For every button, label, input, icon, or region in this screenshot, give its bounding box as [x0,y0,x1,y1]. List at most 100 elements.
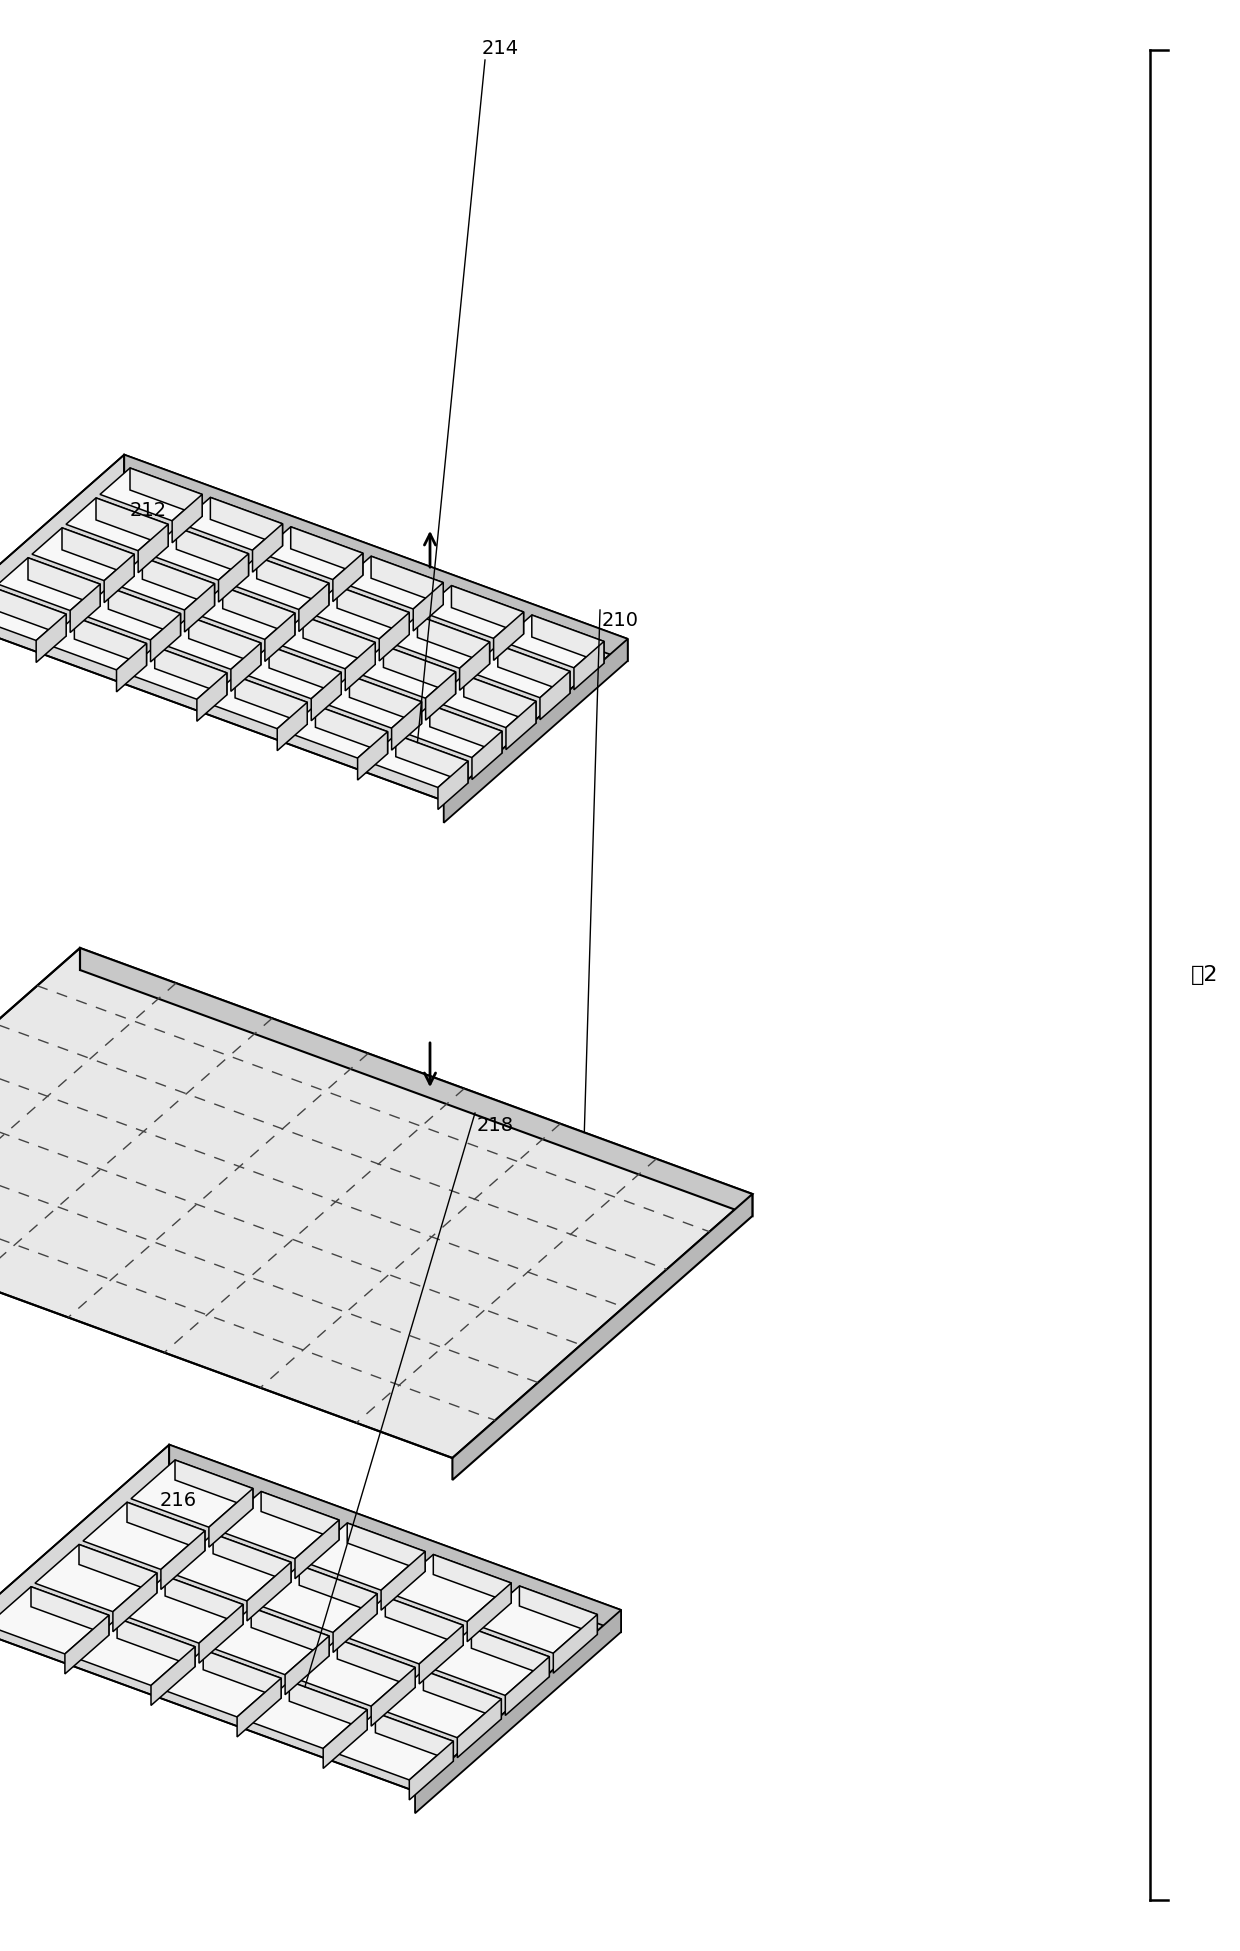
Polygon shape [475,1586,598,1652]
Polygon shape [418,615,490,663]
Polygon shape [0,587,66,640]
Polygon shape [371,1668,415,1727]
Polygon shape [113,558,215,611]
Text: 218: 218 [476,1116,513,1134]
Polygon shape [0,1586,109,1654]
Polygon shape [213,1533,291,1582]
Polygon shape [383,646,455,695]
Polygon shape [0,455,627,800]
Polygon shape [574,642,604,691]
Text: 216: 216 [160,1491,197,1510]
Polygon shape [458,1699,501,1758]
Polygon shape [146,527,248,579]
Polygon shape [122,1576,243,1643]
Polygon shape [165,1576,243,1625]
Polygon shape [357,732,388,780]
Polygon shape [315,704,388,753]
Polygon shape [32,529,134,581]
Polygon shape [467,1582,511,1641]
Polygon shape [211,498,283,546]
Polygon shape [155,646,227,695]
Polygon shape [285,1637,329,1695]
Polygon shape [252,1608,329,1656]
Text: 图2: 图2 [1192,966,1219,985]
Polygon shape [433,1555,511,1604]
Polygon shape [205,675,308,728]
Polygon shape [124,455,627,661]
Polygon shape [376,1713,454,1762]
Polygon shape [100,468,202,521]
Polygon shape [520,1586,598,1635]
Polygon shape [381,1551,425,1610]
Polygon shape [159,617,260,669]
Polygon shape [185,583,215,632]
Polygon shape [236,675,308,724]
Polygon shape [506,700,536,749]
Polygon shape [502,615,604,667]
Polygon shape [467,646,570,698]
Polygon shape [430,704,502,753]
Polygon shape [399,704,502,757]
Polygon shape [396,736,467,782]
Polygon shape [389,1555,511,1621]
Polygon shape [180,498,283,550]
Polygon shape [208,1489,253,1547]
Polygon shape [260,527,363,579]
Polygon shape [0,948,753,1457]
Polygon shape [150,613,181,661]
Polygon shape [66,498,169,550]
Polygon shape [392,702,422,751]
Polygon shape [387,615,490,669]
Polygon shape [29,558,100,607]
Polygon shape [464,675,536,724]
Polygon shape [347,1524,425,1571]
Polygon shape [0,587,66,636]
Polygon shape [290,527,363,576]
Polygon shape [295,1520,339,1578]
Polygon shape [218,554,248,603]
Polygon shape [273,617,376,669]
Polygon shape [198,1604,243,1662]
Polygon shape [294,1639,415,1707]
Polygon shape [419,1625,464,1684]
Polygon shape [169,1444,621,1631]
Polygon shape [539,671,570,720]
Polygon shape [366,736,467,788]
Polygon shape [217,1491,339,1559]
Polygon shape [494,613,523,659]
Polygon shape [138,525,169,574]
Polygon shape [311,673,341,720]
Polygon shape [31,1586,109,1635]
Polygon shape [246,1682,367,1748]
Polygon shape [304,1524,425,1590]
Polygon shape [197,673,227,722]
Polygon shape [265,613,295,661]
Text: 214: 214 [481,39,518,57]
Polygon shape [231,644,260,691]
Polygon shape [227,556,329,609]
Polygon shape [125,646,227,698]
Polygon shape [151,1647,195,1705]
Polygon shape [422,585,523,638]
Polygon shape [285,704,388,759]
Polygon shape [303,617,376,665]
Polygon shape [257,556,329,605]
Polygon shape [353,646,455,698]
Polygon shape [472,732,502,780]
Polygon shape [108,587,181,636]
Polygon shape [117,644,146,693]
Polygon shape [74,617,146,665]
Polygon shape [130,468,202,517]
Polygon shape [35,1545,157,1612]
Polygon shape [341,1596,464,1664]
Polygon shape [175,1459,253,1508]
Polygon shape [253,523,283,572]
Polygon shape [83,1502,205,1569]
Polygon shape [269,646,341,695]
Polygon shape [239,646,341,698]
Polygon shape [320,675,422,728]
Polygon shape [506,1656,549,1715]
Polygon shape [113,1573,157,1631]
Polygon shape [36,615,66,663]
Polygon shape [415,1610,621,1812]
